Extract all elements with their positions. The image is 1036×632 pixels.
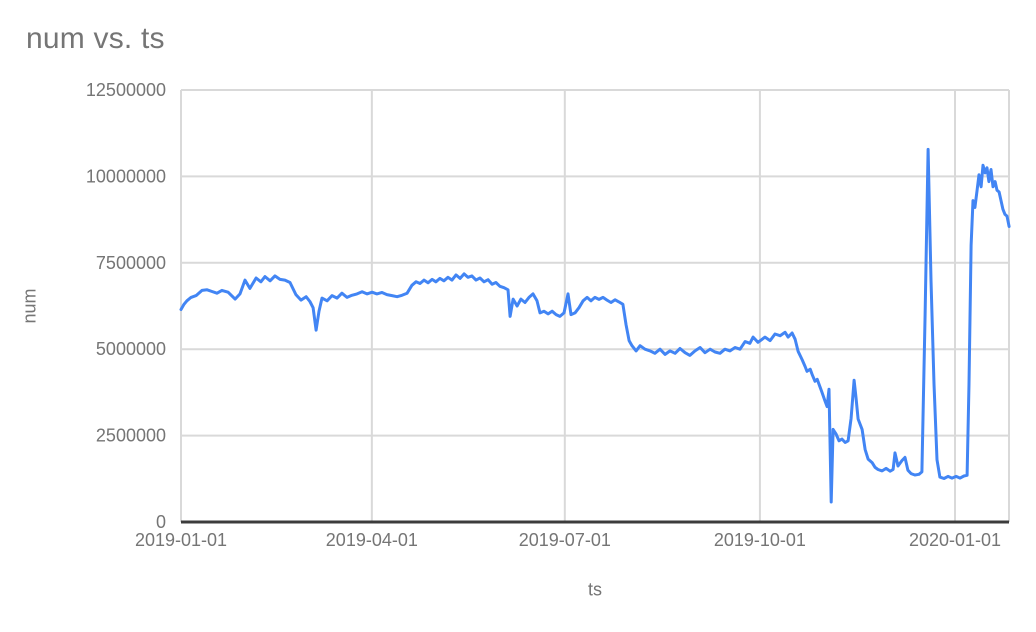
chart-title: num vs. ts bbox=[26, 22, 165, 55]
x-axis-title: ts bbox=[587, 579, 603, 600]
x-tick-label: 2019-01-01 bbox=[135, 530, 227, 550]
x-tick-label: 2019-04-01 bbox=[326, 530, 418, 550]
x-tick-label: 2019-10-01 bbox=[714, 530, 806, 550]
y-tick-label: 10000000 bbox=[86, 166, 166, 186]
y-axis-title: num bbox=[19, 288, 40, 324]
series-line bbox=[179, 147, 1011, 504]
x-tick-label: 2019-07-01 bbox=[519, 530, 611, 550]
y-tick-label: 0 bbox=[156, 512, 166, 532]
y-tick-label: 5000000 bbox=[96, 339, 166, 359]
y-tick-label: 7500000 bbox=[96, 253, 166, 273]
y-tick-label: 2500000 bbox=[96, 426, 166, 446]
y-tick-label: 12500000 bbox=[86, 80, 166, 100]
x-tick-label: 2020-01-01 bbox=[909, 530, 1001, 550]
